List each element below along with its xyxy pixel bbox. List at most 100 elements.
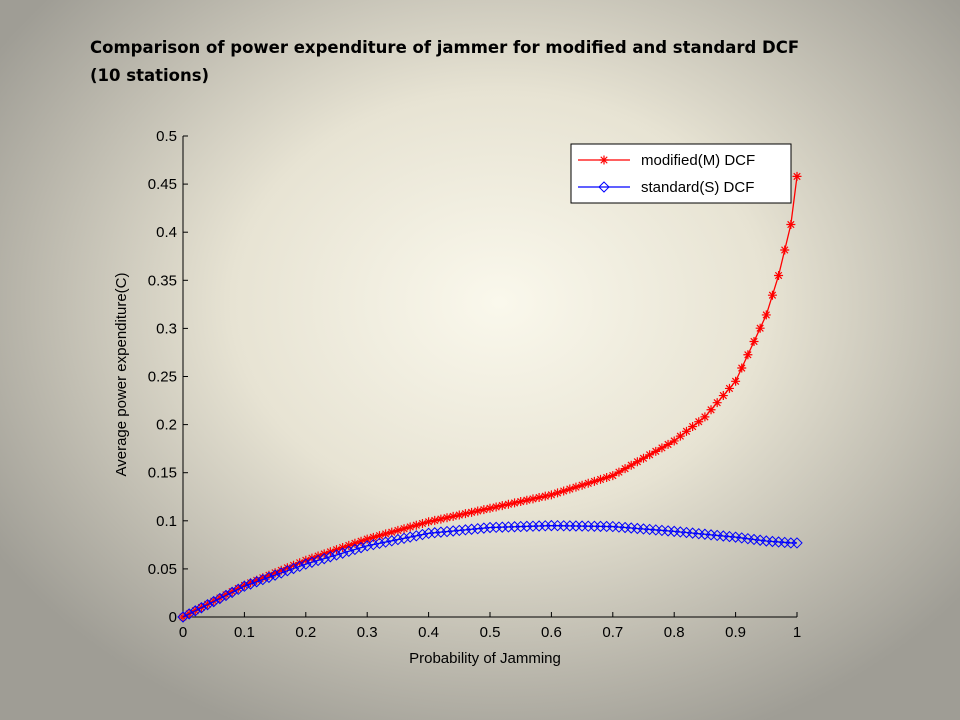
series-marker — [324, 551, 337, 563]
slide-title-line-2: (10 stations) — [90, 66, 210, 85]
series-line — [182, 176, 798, 618]
series-marker — [657, 443, 667, 453]
series-marker — [454, 510, 464, 520]
series-marker — [257, 573, 269, 586]
series-marker — [614, 467, 624, 477]
series-marker — [429, 527, 441, 539]
series-marker — [589, 476, 599, 486]
series-marker — [731, 376, 741, 386]
series-marker — [473, 506, 483, 516]
series-marker — [761, 310, 771, 320]
series-marker — [645, 450, 655, 460]
series-marker — [540, 491, 550, 501]
series-marker — [706, 405, 716, 415]
series-marker — [417, 518, 427, 528]
series-marker — [355, 541, 367, 554]
series-marker — [465, 523, 478, 535]
series-marker — [220, 589, 232, 602]
series-marker — [373, 537, 386, 550]
series-marker — [238, 580, 251, 592]
series-marker — [293, 560, 306, 573]
series-marker — [301, 555, 311, 565]
y-tick-label: 0.4 — [156, 224, 177, 241]
series-marker — [227, 587, 237, 597]
series-marker — [374, 531, 384, 541]
series-marker — [459, 524, 472, 536]
series-marker — [398, 532, 410, 545]
x-tick-label: 0.9 — [725, 624, 746, 641]
series-marker — [503, 499, 513, 509]
series-marker — [387, 527, 397, 537]
legend-label: modified(M) DCF — [641, 152, 755, 169]
series-marker — [392, 533, 404, 546]
series-standard-dcf — [177, 519, 803, 623]
series-marker — [786, 220, 796, 230]
series-marker — [269, 569, 281, 581]
series-marker — [749, 336, 759, 346]
y-tick-label: 0.15 — [148, 465, 177, 482]
series-marker — [318, 552, 330, 565]
series-marker — [632, 457, 642, 467]
series-marker — [435, 526, 447, 538]
series-marker — [343, 545, 355, 558]
series-marker — [246, 578, 256, 588]
x-tick-label: 0.8 — [664, 624, 685, 641]
series-marker — [361, 540, 373, 552]
series-marker — [239, 580, 249, 590]
series-marker — [307, 553, 317, 563]
series-marker — [496, 521, 508, 533]
series-marker — [430, 515, 440, 525]
series-marker — [379, 536, 392, 548]
series-marker — [368, 532, 378, 542]
series-marker — [485, 503, 495, 513]
x-tick-label: 0.3 — [357, 624, 378, 641]
slide-title-line-1: Comparison of power expenditure of jamme… — [90, 38, 800, 57]
series-marker — [491, 502, 501, 512]
series-marker — [724, 383, 734, 393]
series-marker — [362, 534, 372, 544]
series-marker — [620, 464, 630, 474]
series-marker — [295, 558, 305, 568]
series-modified-dcf — [178, 171, 802, 622]
series-marker — [484, 521, 496, 534]
series-marker — [287, 562, 300, 575]
series-marker — [467, 507, 477, 517]
y-axis-label: Average power expenditure(C) — [113, 272, 130, 476]
x-axis-label: Probability of Jamming — [409, 650, 561, 667]
series-marker — [602, 473, 612, 483]
series-marker — [226, 586, 238, 599]
series-marker — [598, 181, 610, 193]
series-marker — [416, 528, 429, 541]
series-marker — [527, 520, 539, 532]
series-marker — [367, 538, 380, 551]
series-marker — [207, 595, 220, 608]
series-marker — [565, 484, 575, 494]
series-marker — [479, 505, 489, 515]
series-marker — [718, 391, 728, 401]
series-marker — [393, 525, 403, 535]
series-marker — [553, 488, 563, 498]
series-marker — [264, 570, 274, 580]
series-marker — [399, 524, 409, 534]
legend: modified(M) DCF standard(S) DCF — [570, 143, 792, 204]
series-marker — [250, 576, 263, 588]
series-marker — [577, 480, 587, 490]
series-marker — [639, 453, 648, 463]
y-tick-label: 0.35 — [148, 272, 177, 289]
y-tick-label: 0 — [169, 609, 177, 626]
series-marker — [571, 482, 581, 492]
series-marker — [386, 535, 398, 547]
series-marker — [737, 363, 747, 373]
series-marker — [767, 290, 777, 300]
series-marker — [177, 611, 189, 623]
slide-title: Comparison of power expenditure of jamme… — [90, 34, 890, 90]
series-marker — [233, 583, 243, 593]
series-marker — [533, 520, 545, 532]
y-tick-label: 0.2 — [156, 417, 177, 434]
y-tick-label: 0.3 — [156, 320, 177, 337]
y-tick-label: 0.45 — [148, 176, 177, 193]
series-marker — [460, 509, 470, 519]
plot-area — [183, 136, 797, 617]
y-tick-label: 0.05 — [148, 561, 177, 578]
